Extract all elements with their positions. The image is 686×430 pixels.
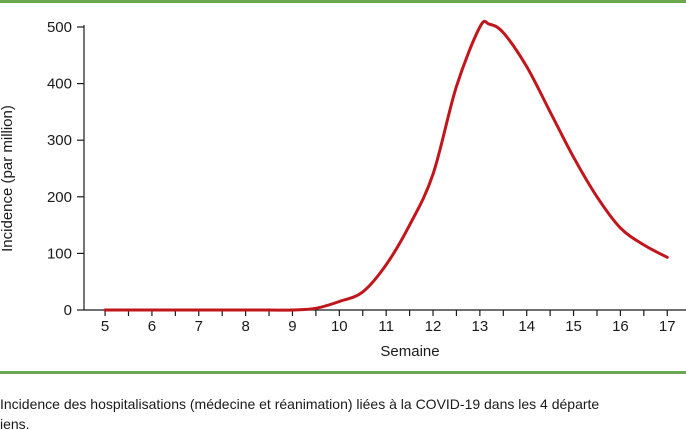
y-tick-label: 300 xyxy=(47,132,72,149)
y-axis: 0 100 200 300 400 500 xyxy=(47,19,85,319)
figure-caption: Incidence des hospitalisations (médecine… xyxy=(0,394,686,430)
y-axis-title: Incidence (par million) xyxy=(0,105,16,252)
x-tick-label: 5 xyxy=(101,318,109,335)
line-chart: 0 100 200 300 400 500 5 6 7 8 9 10 11 12 13 14 15 16 17 S… xyxy=(0,19,686,360)
series-layer xyxy=(103,19,669,312)
x-tick-label: 17 xyxy=(659,318,676,335)
x-tick-label: 6 xyxy=(148,318,156,335)
x-tick-label: 7 xyxy=(195,318,203,335)
x-tick-label: 14 xyxy=(518,318,535,335)
caption-line-2: iens. xyxy=(0,416,30,430)
x-axis: 5 6 7 8 9 10 11 12 13 14 15 16 17 xyxy=(84,309,686,335)
x-tick-label: 10 xyxy=(331,318,348,335)
y-tick-label: 500 xyxy=(47,19,72,36)
y-tick-label: 100 xyxy=(47,245,72,262)
y-tick-label: 400 xyxy=(47,76,72,93)
series-line xyxy=(103,19,669,312)
x-tick-label: 13 xyxy=(472,318,489,335)
x-axis-title: Semaine xyxy=(380,343,439,360)
x-tick-label: 15 xyxy=(565,318,582,335)
x-tick-label: 11 xyxy=(378,318,394,335)
top-rule xyxy=(0,0,686,3)
y-tick-label: 200 xyxy=(47,189,72,206)
x-tick-label: 8 xyxy=(241,318,249,335)
caption-line-1: Incidence des hospitalisations (médecine… xyxy=(0,396,600,412)
x-tick-label: 16 xyxy=(612,318,629,335)
x-tick-label: 12 xyxy=(425,318,442,335)
x-tick-label: 9 xyxy=(288,318,296,335)
bottom-rule xyxy=(0,371,686,374)
y-tick-label: 0 xyxy=(64,302,72,319)
